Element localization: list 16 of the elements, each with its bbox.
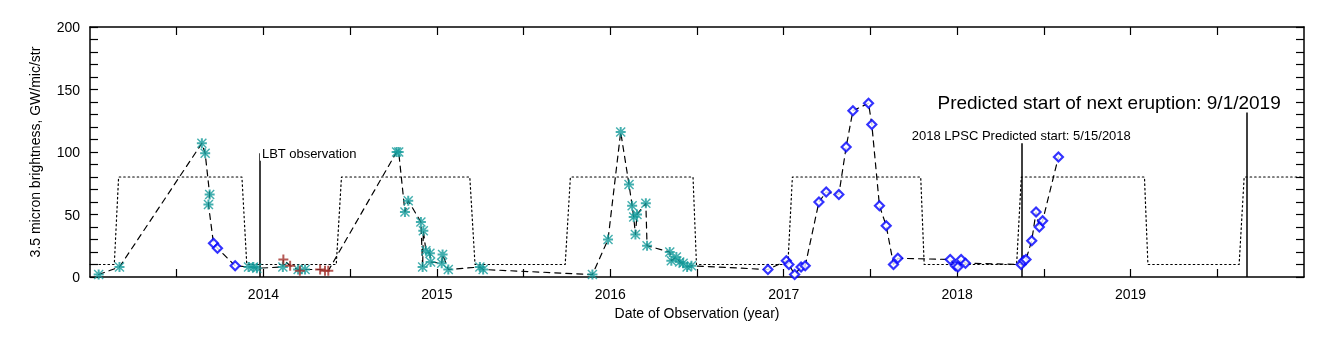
x-tick-label: 2014: [247, 286, 280, 302]
y-tick-label: 50: [64, 206, 81, 223]
x-tick-label: 2017: [768, 286, 800, 302]
x-tick-label: 2016: [594, 286, 627, 302]
y-tick-label: 200: [56, 19, 81, 35]
x-tick-label: 2015: [421, 286, 453, 302]
y-tick-label: 0: [72, 269, 81, 285]
y-axis-title: 3.5 micron brightness, GW/mic/str: [27, 46, 43, 258]
annotation: Predicted start of next eruption: 9/1/2019: [937, 91, 1281, 113]
x-axis-title: Date of Observation (year): [614, 304, 780, 321]
y-tick-label: 100: [56, 144, 81, 160]
x-tick-label: 2019: [1114, 286, 1147, 302]
annotation: 2018 LPSC Predicted start: 5/15/2018: [911, 128, 1131, 144]
x-tick-label: 2018: [941, 286, 973, 302]
annotation: LBT observation: [261, 145, 357, 161]
y-tick-label: 150: [56, 81, 81, 98]
